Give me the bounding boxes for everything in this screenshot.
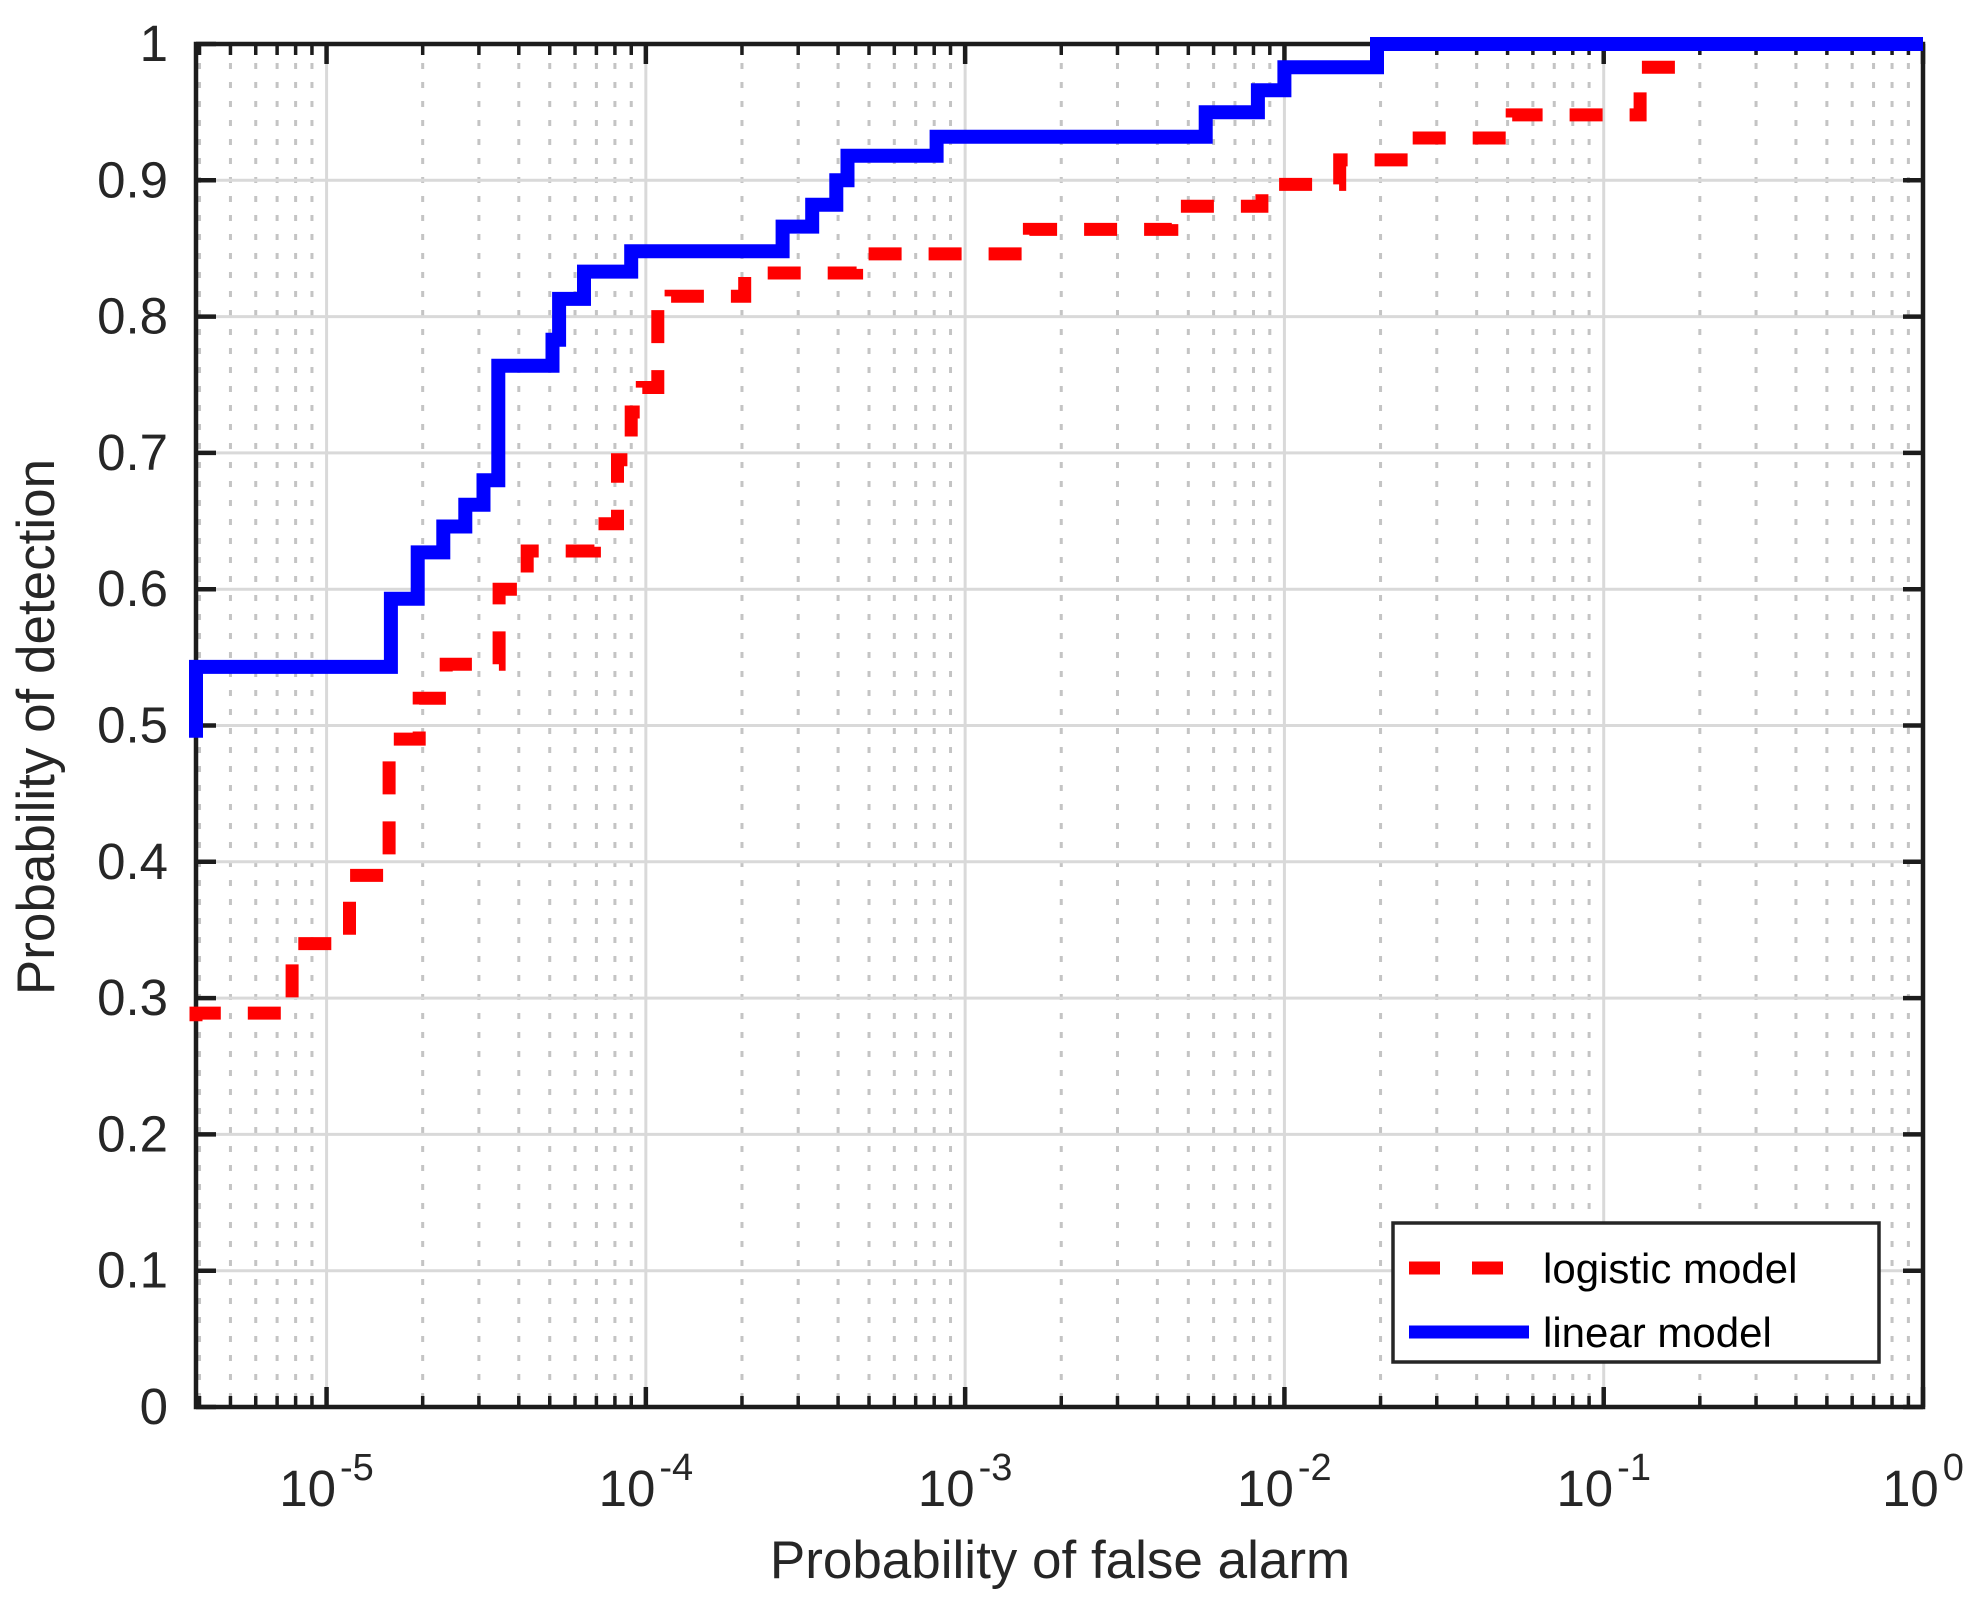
x-tick-label: 10 -3 (918, 1447, 1013, 1517)
x-tick-label: 10 -2 (1237, 1447, 1332, 1517)
y-tick-label: 0.1 (97, 1242, 168, 1299)
x-tick-label: 10 -5 (279, 1447, 374, 1517)
y-tick-label: 0.4 (97, 833, 168, 890)
y-tick-label: 0.6 (97, 560, 168, 617)
y-tick-label: 0.8 (97, 288, 168, 345)
legend-item-logistic-model: logistic model (1409, 1245, 1797, 1292)
y-tick-labels: 0 0.1 0.2 0.3 0.4 0.5 0.6 0.7 0.8 0.9 1 (97, 15, 168, 1435)
major-grid (196, 44, 1923, 1407)
y-tick-label: 0.5 (97, 697, 168, 754)
legend-item-linear-model: linear model (1409, 1309, 1772, 1356)
legend-label-linear-model: linear model (1543, 1309, 1772, 1356)
y-tick-label: 0.2 (97, 1105, 168, 1162)
y-axis-label: Probability of detection (7, 459, 66, 995)
y-tick-label: 0.9 (97, 151, 168, 208)
y-tick-label: 0.3 (97, 969, 168, 1026)
x-tick-labels: 10 -5 10 -4 10 -3 10 -2 10 -1 10 0 (279, 1447, 1964, 1517)
x-tick-label: 10 0 (1882, 1447, 1964, 1517)
y-tick-label: 0.7 (97, 424, 168, 481)
series-logistic-model (189, 60, 1692, 1022)
series-linear-model (189, 37, 1923, 738)
x-tick-label: 10 -4 (599, 1447, 694, 1517)
x-axis-label: Probability of false alarm (770, 1531, 1350, 1590)
y-tick-label: 1 (140, 15, 168, 72)
legend: logistic model linear model (1391, 1221, 1881, 1364)
legend-box (1391, 1221, 1881, 1364)
y-tick-label: 0 (140, 1378, 168, 1435)
x-tick-label: 10 -1 (1556, 1447, 1651, 1517)
legend-label-logistic-model: logistic model (1543, 1245, 1797, 1292)
